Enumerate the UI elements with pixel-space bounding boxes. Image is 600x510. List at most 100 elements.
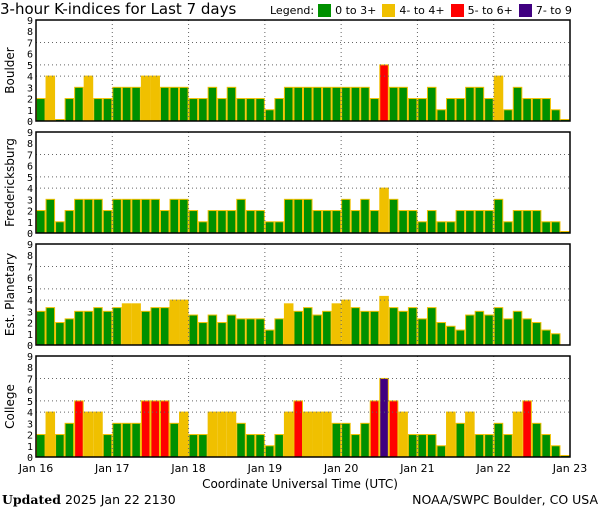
bar bbox=[341, 198, 351, 234]
bar bbox=[474, 210, 485, 234]
panel-label: Fredericksburg bbox=[3, 138, 17, 227]
legend-swatch-green bbox=[318, 4, 332, 17]
y-tick-label: 8 bbox=[27, 363, 33, 374]
bar bbox=[131, 86, 141, 122]
bar bbox=[283, 198, 294, 234]
bar bbox=[36, 98, 46, 122]
bar bbox=[283, 303, 294, 346]
bar bbox=[226, 86, 237, 122]
y-tick-label: 6 bbox=[27, 274, 33, 285]
bar bbox=[169, 422, 180, 458]
bar bbox=[312, 314, 323, 346]
bar bbox=[303, 86, 313, 122]
bar bbox=[388, 400, 399, 458]
bar bbox=[541, 434, 551, 458]
chart-title: 3-hour K-indices for Last 7 days bbox=[0, 0, 237, 18]
bar bbox=[55, 434, 65, 458]
bar bbox=[407, 210, 418, 234]
bar bbox=[369, 210, 380, 234]
bar bbox=[293, 310, 304, 346]
bar bbox=[503, 221, 513, 234]
bar bbox=[74, 310, 84, 346]
bar bbox=[150, 400, 160, 458]
bar bbox=[531, 422, 542, 458]
bar bbox=[93, 411, 103, 458]
y-tick-label: 1 bbox=[27, 218, 33, 229]
y-tick-label: 0 bbox=[27, 341, 33, 352]
legend-item: 0 to 3+ bbox=[335, 4, 377, 17]
x-tick-label: Jan 16 bbox=[18, 462, 53, 475]
bar bbox=[322, 411, 332, 458]
bar bbox=[64, 318, 75, 346]
bar bbox=[207, 86, 218, 122]
bar bbox=[303, 411, 313, 458]
bar bbox=[455, 422, 466, 458]
bar bbox=[398, 86, 408, 122]
bar bbox=[217, 98, 227, 122]
y-tick-label: 1 bbox=[27, 442, 33, 453]
bar bbox=[245, 318, 256, 346]
bar bbox=[484, 434, 494, 458]
bar bbox=[322, 86, 332, 122]
bar bbox=[350, 210, 361, 234]
bar bbox=[102, 98, 113, 122]
y-tick-label: 3 bbox=[27, 195, 33, 206]
bar bbox=[198, 98, 208, 122]
bar bbox=[236, 98, 246, 122]
bar bbox=[159, 400, 170, 458]
bar bbox=[541, 221, 551, 234]
bar bbox=[398, 411, 408, 458]
bar bbox=[83, 75, 94, 122]
bar bbox=[512, 411, 523, 458]
x-tick-label: Jan 19 bbox=[247, 462, 282, 475]
panel-label: Est. Planetary bbox=[3, 253, 17, 336]
legend: Legend: 0 to 3+ 4- to 4+ 5- to 6+ 7- to … bbox=[270, 4, 574, 17]
bar bbox=[36, 210, 46, 234]
x-tick-label: Jan 20 bbox=[323, 462, 358, 475]
bar bbox=[407, 434, 418, 458]
y-tick-label: 6 bbox=[27, 386, 33, 397]
y-tick-label: 8 bbox=[27, 139, 33, 150]
y-tick-label: 9 bbox=[27, 16, 33, 27]
bar bbox=[455, 329, 466, 346]
bar bbox=[417, 434, 427, 458]
bar bbox=[255, 210, 265, 234]
bar bbox=[465, 314, 475, 346]
bar bbox=[274, 98, 284, 122]
bar bbox=[341, 422, 351, 458]
bar bbox=[379, 187, 389, 234]
bar bbox=[484, 314, 494, 346]
bar bbox=[503, 109, 513, 122]
bar bbox=[388, 307, 399, 346]
bar bbox=[217, 210, 227, 234]
bar bbox=[179, 198, 189, 234]
bar bbox=[236, 318, 246, 346]
bar bbox=[112, 198, 122, 234]
bar bbox=[140, 310, 151, 346]
bar bbox=[121, 198, 132, 234]
bar bbox=[322, 210, 332, 234]
x-tick-label: Jan 22 bbox=[475, 462, 510, 475]
y-tick-label: 6 bbox=[27, 50, 33, 61]
y-tick-label: 8 bbox=[27, 251, 33, 262]
y-tick-label: 7 bbox=[27, 38, 33, 49]
bar bbox=[274, 434, 284, 458]
bar bbox=[474, 310, 485, 346]
bar bbox=[426, 307, 437, 346]
bar bbox=[150, 307, 160, 346]
bar bbox=[274, 318, 284, 346]
bar bbox=[55, 221, 65, 234]
bar bbox=[426, 434, 437, 458]
bar bbox=[188, 98, 199, 122]
bar bbox=[169, 299, 180, 346]
bar bbox=[331, 210, 342, 234]
updated-label: Updated bbox=[2, 492, 61, 507]
bar bbox=[550, 221, 561, 234]
bar bbox=[531, 210, 542, 234]
bar bbox=[131, 198, 141, 234]
bar bbox=[512, 310, 523, 346]
bar bbox=[550, 109, 561, 122]
bar bbox=[484, 210, 494, 234]
bar bbox=[112, 307, 122, 346]
